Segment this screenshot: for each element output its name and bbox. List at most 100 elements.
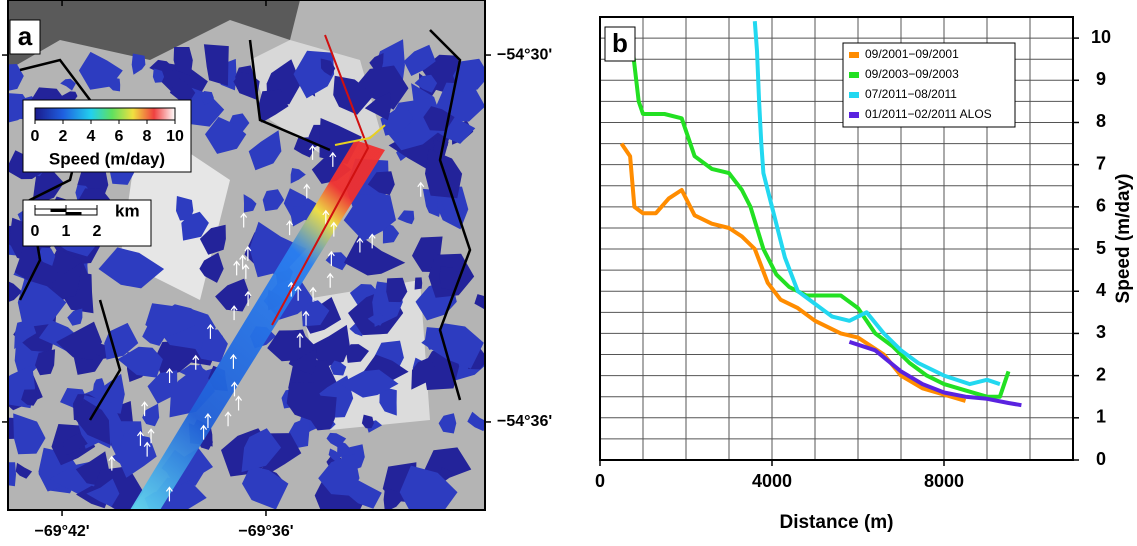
flow-arrow [239,254,247,270]
speed-patch [242,465,289,510]
x-tick-label: 4000 [752,471,792,491]
flow-arrow [368,233,376,249]
speed-patch [474,294,485,310]
speed-patch [353,65,409,110]
flow-arrow [166,367,174,383]
speed-patch [367,312,386,326]
speed-patch [17,279,67,328]
y-tick-label: 3 [1096,322,1106,342]
series-line [848,339,1022,408]
scalebar-tick-label: 1 [62,223,71,240]
speed-patch [13,413,46,455]
speed-patch [98,247,165,289]
flow-arrow [224,411,232,427]
flow-arrow [309,144,317,160]
y-tick-label: −54°30' [497,46,552,63]
series-line [752,21,1001,387]
flow-arrow [185,511,191,525]
y-tick-label: 2 [1096,364,1106,384]
y-tick-label: −54°36' [497,413,552,430]
speed-patch [440,467,454,481]
flow-arrow [219,517,225,531]
speed-patch [37,247,56,266]
speed-patch [131,53,146,75]
speed-patch [369,53,384,70]
speed-patch [62,432,88,456]
speed-patch [67,308,83,326]
speed-patch [8,64,24,91]
speed-patch [318,453,360,496]
speed-patch [309,324,350,368]
flow-arrow [204,412,212,428]
speed-patch [145,303,196,336]
speed-patch [181,211,209,241]
speed-patch [149,59,174,80]
speed-patch [414,277,423,290]
scalebar-tick-label: 2 [93,223,102,240]
flow-arrow [296,332,304,348]
speed-patch [403,44,436,76]
speed-patch [397,210,415,225]
speed-patch [215,278,251,312]
speed-patch [320,58,336,77]
speed-patch [379,386,397,416]
speed-patch [286,382,325,421]
speed-patch [78,51,123,90]
legend-label: 01/2011−02/2011 ALOS [865,107,992,121]
scalebar-segment [50,209,66,212]
speed-patch [339,369,399,398]
panel-label: a [18,21,33,51]
map-arrows [108,144,425,531]
legend-swatch [849,112,859,118]
speed-patch [199,224,226,255]
colorbar-tick-label: 8 [143,128,152,145]
flow-arrow [141,401,149,417]
colorbar-tick-label: 2 [59,128,68,145]
speed-patch [176,196,194,221]
map-frame [7,0,486,511]
colorbar-tick-label: 4 [87,128,96,145]
flow-arrow [230,381,238,397]
x-tick-label: −69°42' [34,523,89,540]
speed-patch [142,403,160,427]
x-tick-label: −69°36' [238,523,293,540]
y-tick-label: 5 [1096,238,1106,258]
scalebar-segment [66,212,82,215]
map-dark-area [8,0,300,70]
flow-arrow [309,286,317,302]
map-panel [8,0,485,531]
flow-arrow [322,209,330,225]
y-tick-label: 1 [1096,407,1106,427]
colorbar-tick-label: 10 [166,128,184,145]
scalebar-unit: km [115,201,140,220]
speed-patch [104,322,139,360]
speed-patch [56,321,102,360]
flow-arrow [165,486,173,502]
speed-patch [267,330,318,362]
speed-patch [200,91,214,105]
flow-arrow [244,245,252,261]
panel-label-box [9,19,41,55]
speed-patch [61,91,78,104]
flow-arrow [229,353,237,369]
speed-patch [186,85,225,127]
speed-patch [243,194,257,213]
speed-patch [50,262,82,299]
speed-patch [152,68,165,83]
y-axis-title: Speed (m/day) [1113,174,1134,304]
y-tick-label: 6 [1096,196,1106,216]
scalebar-tick-label: 0 [31,223,40,240]
flow-arrow [136,430,144,446]
map-coastline [18,29,472,421]
speed-patch [364,91,391,121]
colorbar-tick-label: 0 [31,128,40,145]
speed-patch [258,89,289,123]
speed-patch [346,344,369,363]
speed-patch [14,319,37,350]
speed-patch [21,389,38,406]
speed-patch [290,168,306,184]
panel-label: b [612,28,628,58]
flow-arrow [147,428,155,444]
